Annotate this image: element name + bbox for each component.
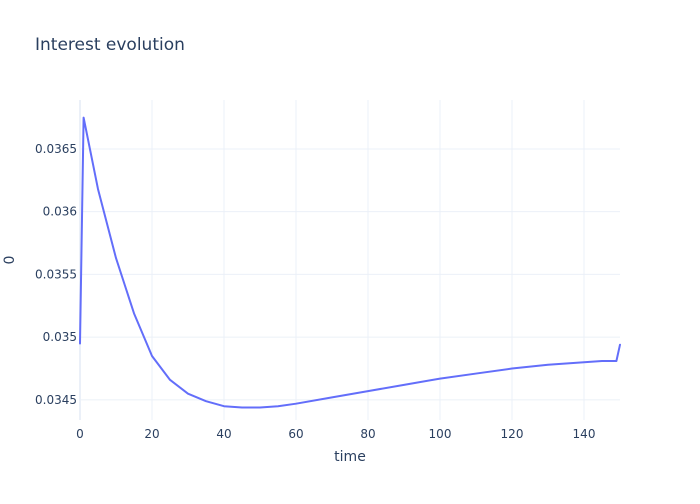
x-tick-label: 60 <box>288 427 303 441</box>
x-tick-label: 0 <box>76 427 84 441</box>
x-tick-label: 40 <box>216 427 231 441</box>
interest-line-series <box>79 116 621 409</box>
x-tick-label: 20 <box>144 427 159 441</box>
y-tick-label: 0.035 <box>43 330 77 344</box>
y-axis-title: 0 <box>2 256 18 265</box>
x-gridlines <box>151 100 585 420</box>
x-tick-label: 120 <box>501 427 524 441</box>
y-tick-label: 0.0345 <box>35 393 77 407</box>
x-axis-tick-labels: 0 20 40 60 80 100 120 140 <box>76 427 595 441</box>
y-axis-tick-labels: 0.0345 0.035 0.0355 0.036 0.0365 <box>35 142 77 407</box>
y-tick-label: 0.036 <box>43 205 77 219</box>
chart-title: Interest evolution <box>35 35 185 55</box>
y-gridlines <box>80 148 620 401</box>
x-tick-label: 140 <box>573 427 596 441</box>
y-tick-label: 0.0355 <box>35 267 77 281</box>
y-tick-label: 0.0365 <box>35 142 77 156</box>
x-tick-label: 100 <box>429 427 452 441</box>
x-tick-label: 80 <box>360 427 375 441</box>
x-axis-title: time <box>334 449 366 465</box>
